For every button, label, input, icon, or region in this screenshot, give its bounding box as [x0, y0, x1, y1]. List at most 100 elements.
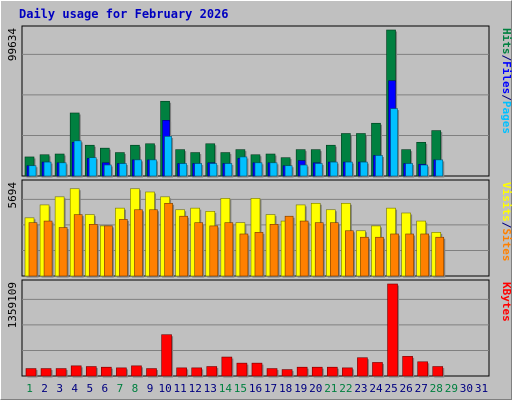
kbytes-bar [387, 283, 398, 377]
kbytes-bar [25, 368, 37, 377]
legend-item: Pages [500, 101, 512, 134]
kbytes-bar [432, 366, 444, 377]
pages-bar [194, 163, 203, 177]
sites-bar [43, 220, 53, 277]
sites-bar [360, 236, 369, 277]
pages-bar [254, 162, 263, 177]
kbytes-bar [326, 366, 338, 377]
legend-item: / [500, 222, 512, 229]
sites-bar [73, 214, 83, 277]
legend-item: Hits [500, 28, 512, 55]
pages-bar [119, 163, 127, 177]
pages-bar [435, 159, 444, 177]
sites-bar [209, 225, 219, 277]
pages-bar [73, 140, 82, 177]
x-tick-label: 9 [147, 382, 154, 395]
sites-bar [345, 230, 354, 277]
x-tick-label: 23 [354, 382, 367, 395]
x-tick-label: 17 [264, 382, 277, 395]
sites-bar [58, 227, 68, 277]
legend-item: KBytes [500, 282, 512, 322]
sites-bar [88, 223, 98, 277]
kbytes-bar [70, 365, 82, 377]
pages-bar [58, 162, 67, 177]
sites-bar [194, 222, 204, 277]
panel-middle-legend: Visits/Sites [500, 182, 512, 262]
legend-item: / [500, 55, 512, 62]
pages-bar [269, 162, 278, 177]
sites-bar [420, 233, 429, 277]
pages-bar [390, 108, 398, 177]
x-tick-label: 30 [460, 382, 473, 395]
sites-bar [299, 220, 309, 277]
legend-item: Files [500, 61, 512, 94]
pages-bar [164, 136, 172, 177]
sites-bar [329, 222, 339, 277]
sites-bar [435, 236, 445, 277]
pages-bar [28, 165, 37, 177]
x-tick-label: 2 [41, 382, 48, 395]
x-tick-label: 3 [56, 382, 63, 395]
x-tick-label: 8 [132, 382, 139, 395]
pages-bar [345, 161, 353, 177]
sites-bar [390, 233, 399, 277]
sites-bar [314, 222, 324, 277]
pages-bar [134, 159, 142, 177]
pages-bar [209, 163, 218, 177]
sites-bar [179, 215, 188, 277]
kbytes-bar [236, 362, 248, 377]
kbytes-bar [372, 362, 383, 377]
kbytes-bar [191, 367, 203, 377]
panel-top-legend: Hits/Files/Pages [500, 28, 512, 134]
kbytes-bar [101, 366, 112, 377]
x-tick-label: 15 [234, 382, 247, 395]
pages-bar [149, 159, 157, 177]
x-tick-label: 18 [279, 382, 292, 395]
x-tick-label: 10 [158, 382, 171, 395]
pages-bar [375, 155, 383, 177]
x-tick-label: 29 [445, 382, 458, 395]
panel-middle-max-label: 5694 [6, 182, 19, 209]
x-tick-label: 19 [294, 382, 307, 395]
kbytes-bar [266, 368, 278, 377]
kbytes-bar [146, 368, 157, 377]
sites-bar [28, 222, 38, 277]
x-tick-label: 24 [369, 382, 383, 395]
x-tick-label: 20 [309, 382, 322, 395]
kbytes-bar [311, 366, 323, 377]
x-tick-label: 6 [102, 382, 109, 395]
sites-bar [375, 236, 384, 277]
kbytes-bar [281, 369, 293, 377]
pages-bar [420, 164, 428, 177]
sites-bar [119, 219, 128, 277]
pages-bar [179, 163, 187, 177]
kbytes-bar [55, 368, 67, 377]
kbytes-bar [116, 367, 127, 377]
sites-bar [239, 233, 249, 277]
kbytes-bar [176, 367, 187, 377]
panel-top-max-label: 99634 [6, 28, 19, 61]
pages-bar [329, 161, 338, 177]
kbytes-bar [417, 361, 428, 377]
x-tick-label: 31 [475, 382, 488, 395]
legend-item: Visits [500, 182, 512, 222]
x-tick-label: 14 [219, 382, 233, 395]
x-tick-label: 28 [430, 382, 443, 395]
kbytes-bar [206, 366, 218, 377]
kbytes-bar [402, 356, 413, 377]
pages-bar [224, 163, 233, 177]
kbytes-bar [296, 366, 308, 377]
kbytes-bar [85, 366, 97, 377]
pages-bar [43, 161, 52, 177]
x-tick-label: 1 [26, 382, 33, 395]
panel-top-background [21, 25, 490, 177]
x-tick-label: 11 [174, 382, 187, 395]
x-tick-label: 16 [249, 382, 262, 395]
kbytes-bar [251, 362, 263, 377]
sites-bar [104, 225, 113, 277]
sites-bar [224, 222, 234, 277]
chart-title: Daily usage for February 2026 [19, 7, 229, 21]
x-tick-label: 22 [339, 382, 352, 395]
panel-bottom-max-label: 1359109 [6, 282, 19, 328]
